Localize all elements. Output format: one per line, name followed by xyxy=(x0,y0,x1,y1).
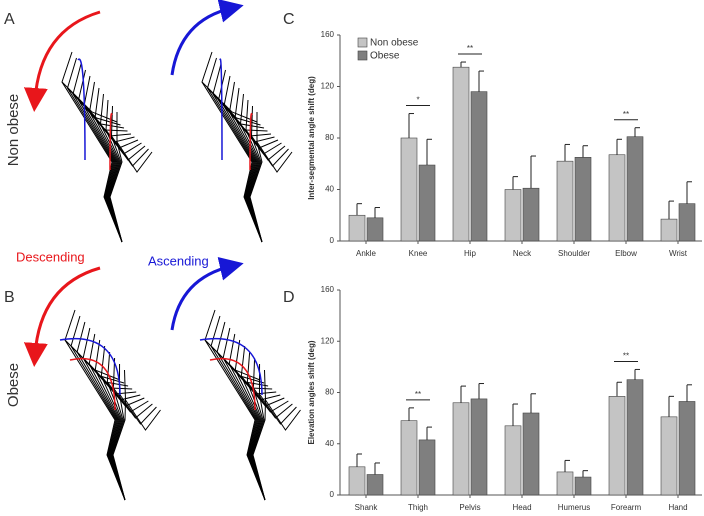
y-tick-label: 0 xyxy=(330,236,335,245)
trajectory xyxy=(249,112,253,171)
x-tick-label: Pelvis xyxy=(459,503,480,512)
stick-figure xyxy=(112,369,127,501)
stick-arm xyxy=(259,393,297,425)
bar xyxy=(678,203,696,242)
legend-swatch xyxy=(357,37,368,48)
bar xyxy=(574,157,592,242)
x-tick-label: Shank xyxy=(355,503,379,512)
panel-label: A xyxy=(4,11,15,28)
x-tick-label: Neck xyxy=(513,249,532,258)
y-tick-label: 40 xyxy=(325,185,334,194)
y-tick-label: 80 xyxy=(325,133,334,142)
stick-figure xyxy=(228,81,263,243)
bar xyxy=(608,154,626,242)
bar xyxy=(626,379,644,496)
bar xyxy=(400,137,418,242)
x-tick-label: Hip xyxy=(464,249,477,258)
bar xyxy=(522,412,540,496)
stick-arm xyxy=(116,141,153,173)
descending-arrow xyxy=(23,266,101,367)
direction-label: Ascending xyxy=(148,253,209,268)
bar xyxy=(556,160,574,242)
stick-arm xyxy=(125,399,161,431)
stick-arm xyxy=(256,141,293,173)
bar xyxy=(626,136,644,242)
bar xyxy=(348,214,366,242)
ascending-arrow xyxy=(170,257,244,331)
trajectory xyxy=(209,357,256,411)
y-tick-label: 40 xyxy=(325,439,334,448)
bar xyxy=(366,474,384,496)
bar xyxy=(678,401,696,496)
trajectory xyxy=(109,112,113,171)
direction-label: Descending xyxy=(16,249,85,264)
bar xyxy=(366,217,384,242)
x-tick-label: Elbow xyxy=(615,249,637,258)
x-tick-label: Forearm xyxy=(611,503,642,512)
bar xyxy=(418,164,436,242)
bar xyxy=(608,396,626,496)
trajectory xyxy=(219,58,223,161)
bar xyxy=(348,466,366,496)
x-tick-label: Hand xyxy=(668,503,687,512)
ascending-arrow xyxy=(170,0,244,76)
bar xyxy=(556,471,574,496)
stick-arm xyxy=(252,387,293,419)
y-tick-label: 0 xyxy=(330,490,335,499)
x-tick-label: Wrist xyxy=(669,249,688,258)
x-tick-label: Thigh xyxy=(408,503,428,512)
significance-label: ** xyxy=(623,352,629,361)
x-tick-label: Head xyxy=(512,503,531,512)
stick-arm xyxy=(119,393,157,425)
x-tick-label: Ankle xyxy=(356,249,377,258)
significance-label: * xyxy=(416,96,419,105)
y-tick-label: 120 xyxy=(321,82,335,91)
descending-arrow xyxy=(23,10,101,112)
stick-arm xyxy=(112,387,153,419)
stick-figures xyxy=(59,51,301,501)
bar xyxy=(660,416,678,496)
row-label: Non obese xyxy=(5,94,22,167)
stick-figure xyxy=(109,112,123,243)
bar xyxy=(452,66,470,242)
x-tick-label: Humerus xyxy=(558,503,590,512)
y-axis-label: Elevation angles shift (deg) xyxy=(307,340,316,444)
legend-swatch xyxy=(357,50,368,61)
stick-figure xyxy=(88,81,123,243)
significance-label: ** xyxy=(467,44,473,53)
bar xyxy=(470,398,488,496)
stick-arm xyxy=(265,399,301,431)
bar xyxy=(400,420,418,496)
row-label: Obese xyxy=(5,363,22,407)
trajectory xyxy=(69,357,116,411)
bar xyxy=(470,91,488,242)
panel-label: B xyxy=(4,289,15,306)
stick-figure xyxy=(249,112,263,243)
x-tick-label: Knee xyxy=(409,249,428,258)
y-tick-label: 80 xyxy=(325,388,334,397)
x-tick-label: Shoulder xyxy=(558,249,590,258)
y-tick-label: 160 xyxy=(321,30,335,39)
bar xyxy=(504,425,522,496)
trajectory xyxy=(59,338,121,396)
y-axis-label: Inter-segmental angle shift (deg) xyxy=(307,76,316,200)
bar xyxy=(418,439,436,496)
bar xyxy=(452,402,470,496)
trajectory xyxy=(77,58,86,161)
legend-label: Non obese xyxy=(370,38,419,49)
significance-label: ** xyxy=(415,390,421,399)
y-tick-label: 160 xyxy=(321,285,335,294)
legend-label: Obese xyxy=(370,51,400,62)
panel-label: D xyxy=(283,289,295,306)
bar xyxy=(504,189,522,242)
y-tick-label: 120 xyxy=(321,336,335,345)
panel-label: C xyxy=(283,11,295,28)
bar xyxy=(660,218,678,242)
bar xyxy=(522,187,540,242)
bar xyxy=(574,476,592,496)
stick-figure xyxy=(252,369,267,501)
trajectory xyxy=(199,338,263,396)
significance-label: ** xyxy=(623,110,629,119)
